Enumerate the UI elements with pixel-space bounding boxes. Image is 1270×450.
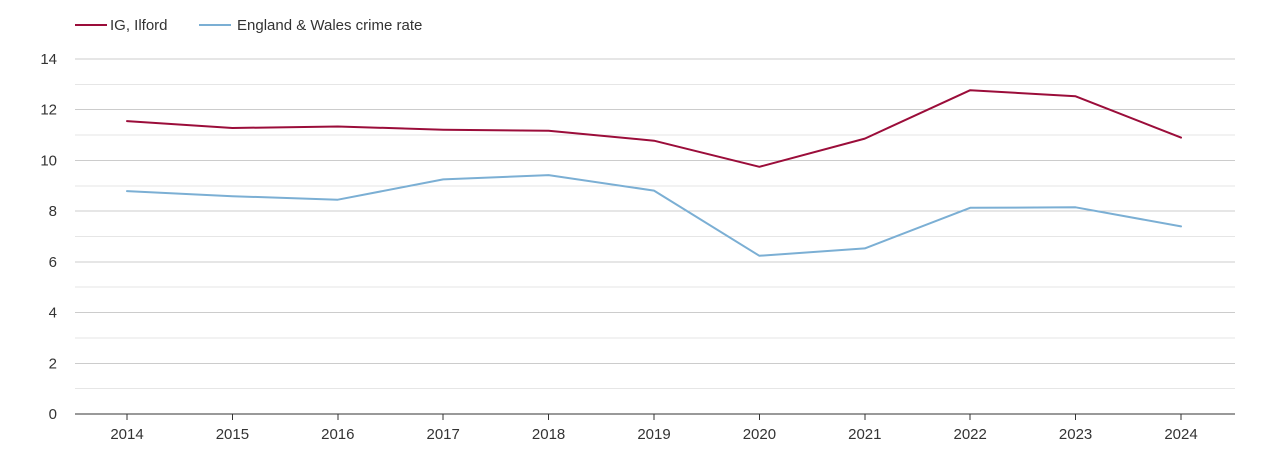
x-tick-label: 2024: [1164, 426, 1197, 443]
x-tick-label: 2017: [427, 426, 460, 443]
y-tick-label: 14: [40, 51, 57, 68]
series-line: [126, 174, 1182, 257]
x-axis: 2014 2015 2016 2017 2018 2019 2020 2021 2022 2023…: [75, 413, 1235, 443]
y-tick-label: 2: [49, 355, 57, 372]
y-tick-label: 0: [49, 406, 57, 423]
x-tick-label: 2016: [321, 426, 354, 443]
x-tick-label: 2023: [1059, 426, 1092, 443]
y-axis: 0 2 4 6 8 10 12 14: [40, 51, 57, 423]
y-tick-label: 4: [49, 305, 57, 322]
legend: IG, Ilford England & Wales crime rate: [75, 17, 422, 34]
x-tick-label: 2022: [954, 426, 987, 443]
x-tick-label: 2021: [848, 426, 881, 443]
x-tick-label: 2020: [743, 426, 776, 443]
gridlines: [75, 58, 1235, 390]
x-tick-label: 2019: [637, 426, 670, 443]
series-line: [126, 89, 1182, 168]
x-tick-label: 2014: [110, 426, 143, 443]
y-tick-label: 12: [40, 102, 57, 119]
y-tick-label: 6: [49, 254, 57, 271]
x-tick-label: 2015: [216, 426, 249, 443]
series-lines: [126, 89, 1182, 257]
y-tick-label: 8: [49, 203, 57, 220]
x-tick-label: 2018: [532, 426, 565, 443]
legend-label: England & Wales crime rate: [237, 17, 422, 34]
y-tick-label: 10: [40, 152, 57, 169]
legend-label: IG, Ilford: [110, 17, 168, 34]
